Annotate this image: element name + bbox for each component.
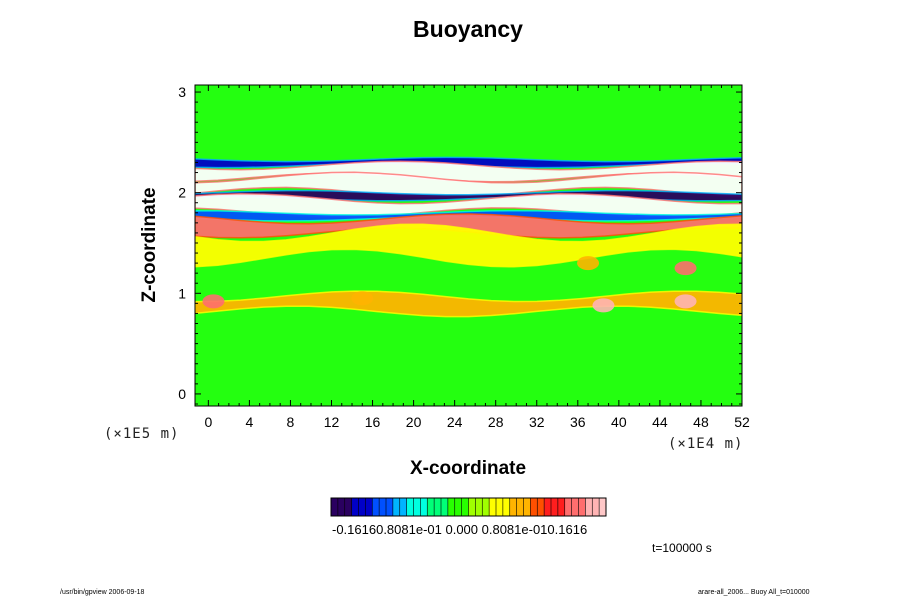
colorbar-cell xyxy=(358,498,366,516)
field-blob xyxy=(577,256,600,271)
field-band-pos xyxy=(195,161,742,182)
colorbar-cell xyxy=(592,498,600,516)
colorbar-cell xyxy=(427,498,435,516)
x-tick-label: 36 xyxy=(570,414,586,430)
colorbar-cell xyxy=(585,498,593,516)
x-tick-label: 8 xyxy=(287,414,295,430)
x-axis-label: X-coordinate xyxy=(409,458,527,479)
field-blob xyxy=(674,261,697,276)
y-unit-label: (×1E5 m) xyxy=(104,426,180,442)
colorbar xyxy=(330,497,607,517)
colorbar-cell xyxy=(447,498,456,516)
colorbar-cell xyxy=(489,498,497,516)
field-band-edge xyxy=(195,223,742,268)
field-blob xyxy=(674,294,697,309)
x-tick-label: 28 xyxy=(488,414,504,430)
y-tick-label: 2 xyxy=(178,185,186,201)
colorbar-cell xyxy=(331,498,339,516)
y-tick-label: 0 xyxy=(178,386,186,402)
x-tick-label: 0 xyxy=(204,414,212,430)
colorbar-cell xyxy=(461,498,469,516)
x-tick-label: 48 xyxy=(693,414,709,430)
colorbar-cell xyxy=(551,498,559,516)
colorbar-cell xyxy=(516,498,524,516)
field-band-edge xyxy=(195,209,742,222)
colorbar-cell xyxy=(571,498,579,516)
y-tick-label: 3 xyxy=(178,84,186,100)
colorbar-cell xyxy=(599,498,607,516)
time-label: t=100000 s xyxy=(652,541,712,555)
colorbar-cell xyxy=(337,498,346,516)
colorbar-cell xyxy=(420,498,428,516)
colorbar-cell xyxy=(544,498,552,516)
colorbar-cell xyxy=(386,498,394,516)
field-blob xyxy=(592,298,615,313)
colorbar-cell xyxy=(564,498,572,516)
field-band-neg xyxy=(195,157,742,168)
colorbar-cell xyxy=(365,498,373,516)
plot-frame xyxy=(194,84,743,407)
colorbar-cell xyxy=(351,498,359,516)
colorbar-labels: -0.16160.8081e-01 0.000 0.8081e-010.1616 xyxy=(332,522,588,537)
colorbar-cell xyxy=(537,498,545,516)
x-tick-label: 4 xyxy=(245,414,253,430)
y-tick-label: 1 xyxy=(178,285,186,301)
colorbar-cell xyxy=(502,498,511,516)
x-tick-label: 24 xyxy=(447,414,463,430)
colorbar-cell xyxy=(578,498,586,516)
x-tick-label: 32 xyxy=(529,414,545,430)
colorbar-cell xyxy=(434,498,442,516)
colorbar-cell xyxy=(557,498,566,516)
colorbar-cell xyxy=(441,498,449,516)
colorbar-cell xyxy=(399,498,407,516)
colorbar-cell xyxy=(379,498,387,516)
field-band-neg xyxy=(195,190,742,201)
colorbar-cell xyxy=(523,498,531,516)
x-tick-label: 52 xyxy=(734,414,750,430)
field-blob xyxy=(202,294,225,309)
colorbar-cell xyxy=(406,498,414,516)
colorbar-cell xyxy=(372,498,380,516)
field-band-pos xyxy=(195,213,742,238)
field-band-pos xyxy=(195,172,742,198)
x-unit-label: (×1E4 m) xyxy=(668,436,744,452)
x-tick-label: 40 xyxy=(611,414,627,430)
colorbar-cell xyxy=(475,498,483,516)
field-blob xyxy=(351,291,374,306)
field-band-pos xyxy=(195,224,742,267)
colorbar-cell xyxy=(468,498,476,516)
field-band-pos xyxy=(195,291,742,317)
colorbar-cell xyxy=(496,498,504,516)
x-tick-label: 20 xyxy=(406,414,422,430)
field-band-edge xyxy=(195,189,742,202)
colorbar-frame xyxy=(330,497,607,517)
colorbar-cell xyxy=(530,498,538,516)
footer-command: /usr/bin/gpview 2006-09-18 xyxy=(60,589,145,596)
colorbar-cell xyxy=(482,498,490,516)
field-band-edge xyxy=(195,290,742,318)
y-axis-label: Z-coordinate xyxy=(139,187,160,303)
footer-filename: arare-all_2006... Buoy All_t=010000 xyxy=(698,589,810,596)
x-tick-label: 12 xyxy=(324,414,340,430)
x-tick-label: 16 xyxy=(365,414,381,430)
x-tick-label: 44 xyxy=(652,414,668,430)
colorbar-cell xyxy=(344,498,352,516)
colorbar-cell xyxy=(413,498,421,516)
colorbar-cell xyxy=(509,498,517,516)
colorbar-cell xyxy=(392,498,401,516)
colorbar-cell xyxy=(454,498,462,516)
buoyancy-field xyxy=(195,85,742,406)
chart-title: Buoyancy xyxy=(413,16,523,42)
